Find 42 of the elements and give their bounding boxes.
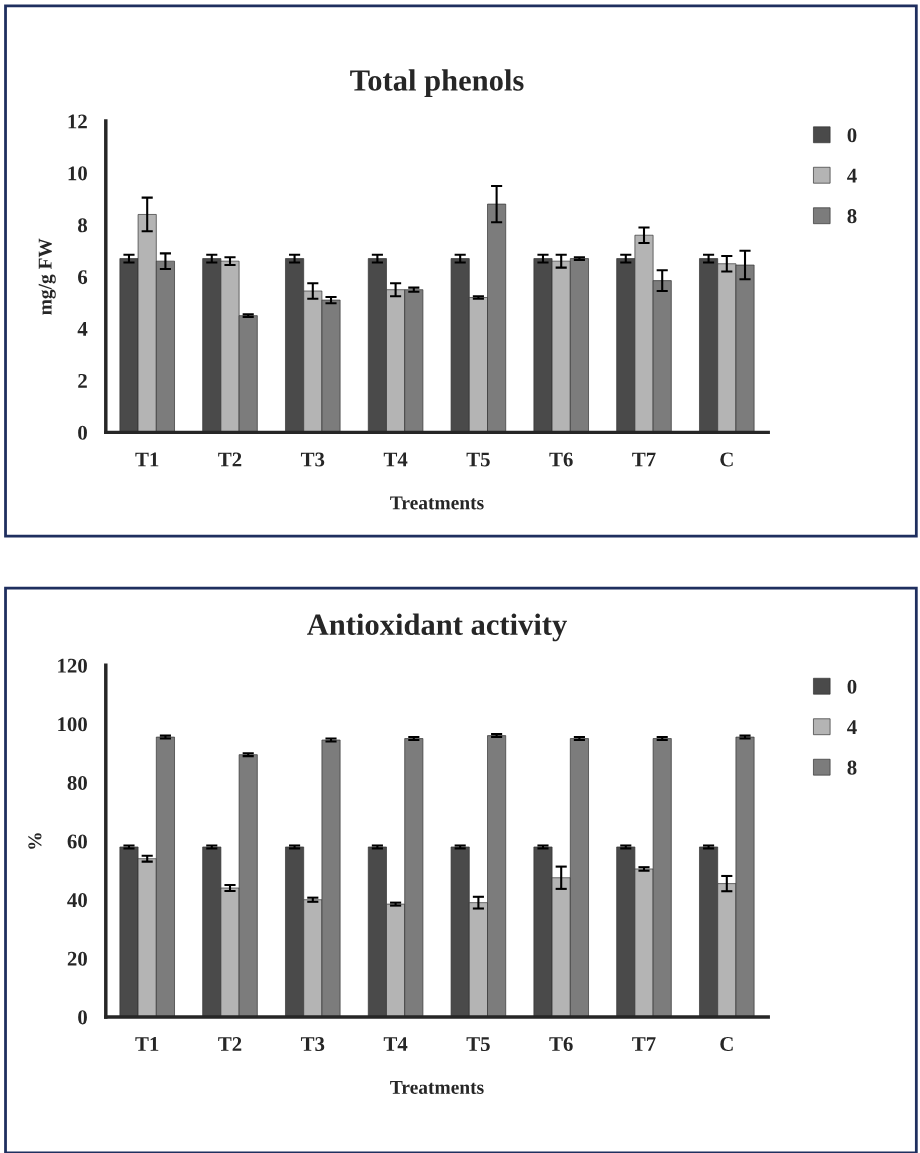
y-tick-label: 12 [68,114,87,129]
x-tick-label: T6 [549,452,573,467]
x-tick-label: C [720,1037,733,1052]
x-tick-label: T7 [632,1037,656,1051]
legend-label: 8 [847,760,857,775]
y-tick-label: 4 [77,322,88,336]
x-tick-label: C [720,452,733,467]
legend-label: 4 [847,168,857,183]
x-tick-label: T1 [135,452,159,467]
y-tick-label: 80 [67,775,87,790]
x-tick-label: T2 [218,1037,242,1051]
y-tick-label: 100 [58,717,87,732]
x-tick-label: T5 [466,1037,490,1052]
y-tick-label: 40 [67,893,87,908]
legend-label: 8 [847,209,857,224]
y-tick-label: 10 [68,166,87,181]
y-tick-label: 2 [78,373,87,388]
chart-title: Total phenols [350,69,524,98]
x-tick-label: T4 [383,452,408,467]
x-axis-title: Treatments [390,496,484,510]
y-tick-label: 20 [67,951,87,966]
y-tick-label: 60 [67,834,87,849]
legend-label: 0 [847,128,857,143]
y-tick-label: 6 [78,270,88,285]
y-tick-label: 0 [78,1010,87,1025]
y-axis-title: % [28,833,42,849]
legend-label: 4 [847,720,857,734]
y-tick-label: 8 [78,218,88,233]
chart-title: Antioxidant activity [307,613,567,642]
x-tick-label: T1 [135,1037,159,1051]
legend-label: 0 [847,679,857,694]
y-tick-label: 0 [78,425,87,440]
x-tick-label: T7 [632,452,656,467]
x-tick-label: T3 [300,452,325,467]
x-tick-label: T6 [549,1037,573,1052]
y-axis-title: mg/g FW [38,238,56,315]
x-tick-label: T3 [300,1037,325,1052]
x-tick-label: T2 [218,452,242,467]
x-tick-label: T4 [383,1037,408,1051]
x-axis-title: Treatments [390,1081,484,1094]
x-tick-label: T5 [466,452,490,467]
y-tick-label: 120 [58,658,87,673]
